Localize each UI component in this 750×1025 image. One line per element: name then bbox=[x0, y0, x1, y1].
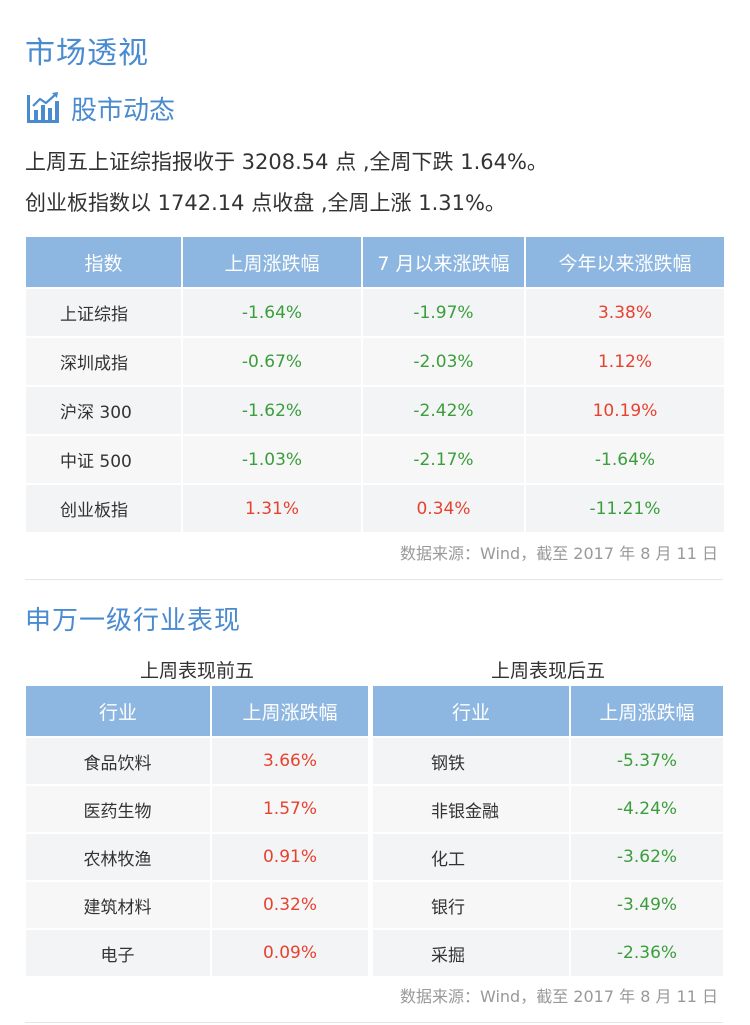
page-title: 市场透视 bbox=[25, 36, 149, 71]
index-table: 指数 上周涨跌幅 7 月以来涨跌幅 今年以来涨跌幅 上证综指 -1.64% -1… bbox=[26, 237, 724, 532]
industry-name: 非银金融 bbox=[373, 784, 570, 833]
week-change: 1.31% bbox=[181, 483, 362, 532]
column-header: 今年以来涨跌幅 bbox=[524, 237, 724, 288]
bottom-five-table: 行业 上周涨跌幅 钢铁 -5.37% 非银金融 -4.24% 化工 -3.62%… bbox=[373, 686, 723, 976]
week-change: -1.64% bbox=[181, 287, 362, 337]
industry-name: 建筑材料 bbox=[26, 880, 211, 929]
industry-name: 农林牧渔 bbox=[26, 832, 211, 881]
summary-line-1: 上周五上证综指报收于 3208.54 点 ,全周下跌 1.64%。 bbox=[25, 150, 548, 174]
table-row: 食品饮料 3.66% bbox=[26, 736, 368, 785]
table-row: 深圳成指 -0.67% -2.03% 1.12% bbox=[26, 336, 724, 386]
top-five-caption: 上周表现前五 bbox=[139, 660, 254, 682]
industry-change: -4.24% bbox=[569, 784, 723, 833]
industry-name: 银行 bbox=[373, 880, 570, 929]
index-name: 创业板指 bbox=[26, 483, 182, 532]
ytd-change: 10.19% bbox=[524, 385, 724, 435]
section-divider bbox=[25, 1022, 723, 1023]
table-row: 中证 500 -1.03% -2.17% -1.64% bbox=[26, 434, 724, 484]
table-row: 电子 0.09% bbox=[26, 928, 368, 976]
table-row: 农林牧渔 0.91% bbox=[26, 832, 368, 881]
ytd-change: 3.38% bbox=[524, 287, 724, 337]
column-header: 行业 bbox=[373, 686, 570, 737]
ytd-change: 1.12% bbox=[524, 336, 724, 386]
table-row: 医药生物 1.57% bbox=[26, 784, 368, 833]
industry-name: 钢铁 bbox=[373, 736, 570, 785]
july-change: -2.17% bbox=[361, 434, 525, 484]
industry-change: -3.62% bbox=[569, 832, 723, 881]
industry-name: 食品饮料 bbox=[26, 736, 211, 785]
stock-section-title: 股市动态 bbox=[71, 95, 176, 126]
table-row: 银行 -3.49% bbox=[373, 880, 723, 929]
industry-name: 采掘 bbox=[373, 928, 570, 976]
column-header: 上周涨跌幅 bbox=[210, 686, 368, 737]
july-change: -2.42% bbox=[361, 385, 525, 435]
industry-change: -5.37% bbox=[569, 736, 723, 785]
bottom-five-caption: 上周表现后五 bbox=[490, 660, 605, 682]
week-change: -1.03% bbox=[181, 434, 362, 484]
table-header-row: 行业 上周涨跌幅 bbox=[26, 686, 368, 737]
july-change: -2.03% bbox=[361, 336, 525, 386]
industry-section-title: 申万一级行业表现 bbox=[25, 606, 242, 636]
column-header: 上周涨跌幅 bbox=[569, 686, 723, 737]
top-five-table: 行业 上周涨跌幅 食品饮料 3.66% 医药生物 1.57% 农林牧渔 0.91… bbox=[26, 686, 368, 976]
summary-line-2: 创业板指数以 1742.14 点收盘 ,全周上涨 1.31%。 bbox=[25, 191, 506, 215]
industry-change: 0.32% bbox=[210, 880, 368, 929]
column-header: 指数 bbox=[26, 237, 182, 288]
table-header-row: 行业 上周涨跌幅 bbox=[373, 686, 723, 737]
stock-section-heading: 股市动态 bbox=[25, 90, 175, 126]
week-change: -1.62% bbox=[181, 385, 362, 435]
data-source-note: 数据来源：Wind，截至 2017 年 8 月 11 日 bbox=[400, 987, 718, 1006]
index-name: 中证 500 bbox=[26, 434, 182, 484]
industry-change: -3.49% bbox=[569, 880, 723, 929]
column-header: 行业 bbox=[26, 686, 211, 737]
table-row: 创业板指 1.31% 0.34% -11.21% bbox=[26, 483, 724, 532]
july-change: -1.97% bbox=[361, 287, 525, 337]
table-row: 建筑材料 0.32% bbox=[26, 880, 368, 929]
column-header: 7 月以来涨跌幅 bbox=[361, 237, 525, 288]
data-source-note: 数据来源：Wind，截至 2017 年 8 月 11 日 bbox=[400, 544, 718, 563]
week-change: -0.67% bbox=[181, 336, 362, 386]
industry-change: -2.36% bbox=[569, 928, 723, 976]
industry-name: 化工 bbox=[373, 832, 570, 881]
table-row: 非银金融 -4.24% bbox=[373, 784, 723, 833]
column-header: 上周涨跌幅 bbox=[181, 237, 362, 288]
bar-chart-trend-icon bbox=[27, 92, 59, 123]
industry-change: 0.91% bbox=[210, 832, 368, 881]
industry-name: 电子 bbox=[26, 928, 211, 976]
industry-change: 0.09% bbox=[210, 928, 368, 976]
table-row: 钢铁 -5.37% bbox=[373, 736, 723, 785]
table-row: 沪深 300 -1.62% -2.42% 10.19% bbox=[26, 385, 724, 435]
industry-change: 1.57% bbox=[210, 784, 368, 833]
table-header-row: 指数 上周涨跌幅 7 月以来涨跌幅 今年以来涨跌幅 bbox=[26, 237, 724, 288]
table-row: 采掘 -2.36% bbox=[373, 928, 723, 976]
index-name: 上证综指 bbox=[26, 287, 182, 337]
july-change: 0.34% bbox=[361, 483, 525, 532]
table-row: 化工 -3.62% bbox=[373, 832, 723, 881]
index-name: 深圳成指 bbox=[26, 336, 182, 386]
ytd-change: -11.21% bbox=[524, 483, 724, 532]
industry-name: 医药生物 bbox=[26, 784, 211, 833]
index-name: 沪深 300 bbox=[26, 385, 182, 435]
section-divider bbox=[25, 579, 723, 580]
industry-change: 3.66% bbox=[210, 736, 368, 785]
table-row: 上证综指 -1.64% -1.97% 3.38% bbox=[26, 287, 724, 337]
ytd-change: -1.64% bbox=[524, 434, 724, 484]
